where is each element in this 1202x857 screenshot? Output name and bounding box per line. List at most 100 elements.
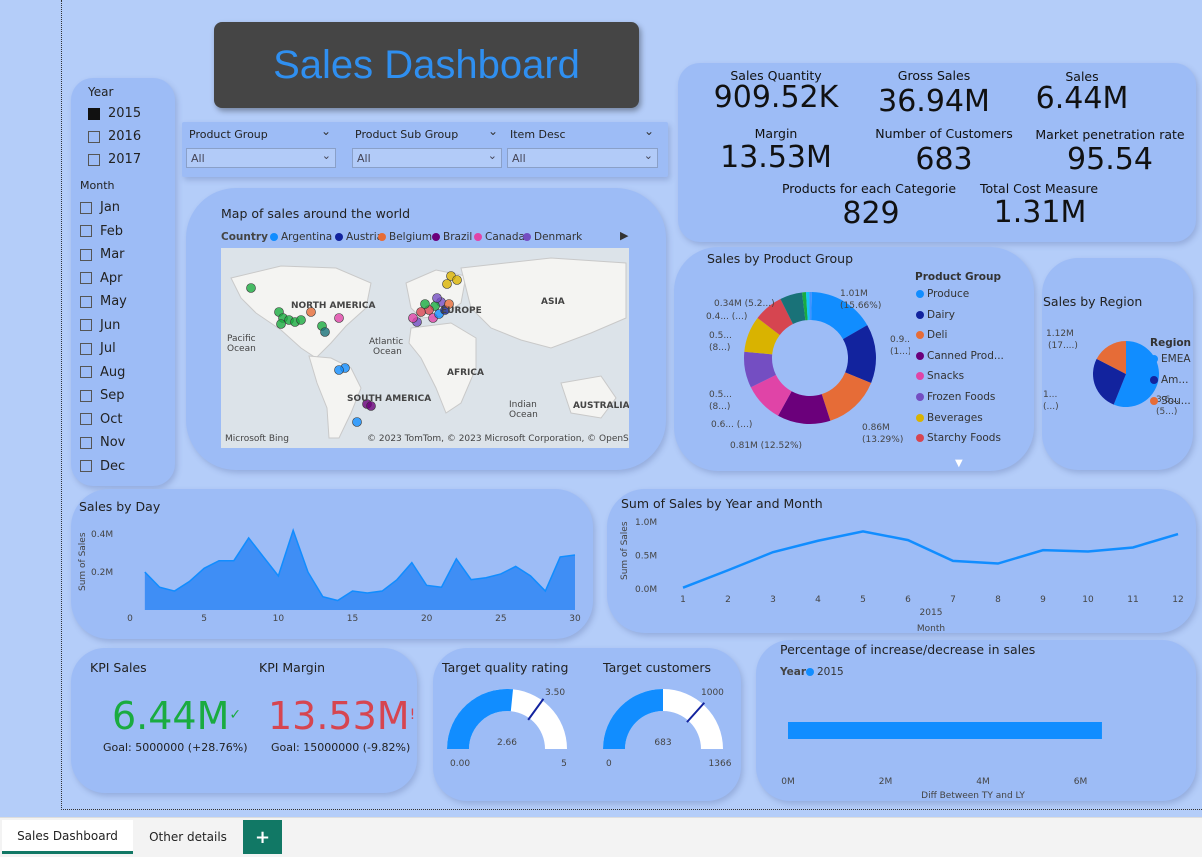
add-page-button[interactable]: + xyxy=(243,820,282,854)
sales-by-month-line[interactable] xyxy=(682,530,1179,589)
map-legend-item[interactable]: Belgium xyxy=(378,231,432,243)
world-map[interactable]: NORTH AMERICA EUROPE ASIA AFRICA SOUTH A… xyxy=(221,248,629,448)
donut-slice[interactable] xyxy=(750,374,792,416)
month-option-jan[interactable]: Jan xyxy=(80,200,120,215)
quality-gauge[interactable]: 2.66 0.00 5 3.50 xyxy=(440,675,590,775)
region-legend-item[interactable]: EMEA xyxy=(1150,353,1191,365)
product-group-donut[interactable]: 1.01M (15.66%) 0.9... (1...) 0.86M (13.29%) 0.… xyxy=(700,280,910,460)
product-group-legend-item[interactable]: Dairy xyxy=(916,309,955,321)
month-option-aug[interactable]: Aug xyxy=(80,365,125,380)
donut-slice[interactable] xyxy=(757,299,793,335)
checkbox[interactable] xyxy=(80,248,92,261)
year-option-2016[interactable]: 2016 xyxy=(88,129,141,144)
legend-next-arrow-icon[interactable]: ▶ xyxy=(620,229,629,242)
donut-slice[interactable] xyxy=(778,391,831,424)
month-option-oct[interactable]: Oct xyxy=(80,412,122,427)
region-legend-item[interactable]: Am... xyxy=(1150,374,1188,386)
month-option-jun[interactable]: Jun xyxy=(80,318,120,333)
donut-slice[interactable] xyxy=(842,325,876,384)
map-bubble[interactable] xyxy=(432,293,442,303)
checkbox[interactable] xyxy=(80,389,92,402)
map-bubble[interactable] xyxy=(246,283,256,293)
map-bubble[interactable] xyxy=(334,313,344,323)
item-desc-select[interactable]: All ⌄ xyxy=(507,148,658,168)
map-bubble[interactable] xyxy=(408,313,418,323)
month-option-jul[interactable]: Jul xyxy=(80,341,116,356)
region-legend-item[interactable]: Sou... xyxy=(1150,395,1191,407)
sales-by-month-chart[interactable]: 1 2 3 4 5 6 7 8 9 10 11 120.0M0.5M1.0M2015MonthSum … xyxy=(607,510,1196,634)
checkbox[interactable] xyxy=(80,201,92,214)
map-bubble[interactable] xyxy=(296,315,306,325)
product-group-legend-item[interactable]: Produce xyxy=(916,288,969,300)
map-bubble[interactable] xyxy=(352,417,362,427)
month-option-may[interactable]: May xyxy=(80,294,127,309)
product-group-legend-item[interactable]: Beverages xyxy=(916,412,983,424)
donut-slice[interactable] xyxy=(744,351,776,388)
chevron-down-icon[interactable]: ⌄ xyxy=(488,124,499,138)
product-group-legend-item[interactable]: Canned Prod... xyxy=(916,350,1004,362)
chevron-down-icon[interactable]: ⌄ xyxy=(644,124,655,138)
sales-by-day-area[interactable] xyxy=(144,530,575,610)
map-legend-item[interactable]: Canada xyxy=(474,231,525,243)
product-group-select[interactable]: All ⌄ xyxy=(186,148,336,168)
pct-change-bar[interactable] xyxy=(788,722,1102,739)
map-bubble[interactable] xyxy=(442,279,452,289)
checkbox[interactable] xyxy=(80,319,92,331)
map-bubble[interactable] xyxy=(306,307,316,317)
month-option-mar[interactable]: Mar xyxy=(80,247,125,262)
checkbox[interactable] xyxy=(80,225,92,237)
product-group-legend-item[interactable]: Snacks xyxy=(916,370,964,382)
product-group-legend-item[interactable]: Frozen Foods xyxy=(916,391,995,403)
checkbox[interactable] xyxy=(80,460,92,472)
map-legend-item[interactable]: Brazil xyxy=(432,231,472,243)
map-bubble[interactable] xyxy=(452,275,462,285)
map-bubble[interactable] xyxy=(444,299,454,309)
map-bubble[interactable] xyxy=(416,307,426,317)
checkbox[interactable] xyxy=(80,436,92,449)
year-option-2017[interactable]: 2017 xyxy=(88,152,141,167)
checkbox[interactable] xyxy=(80,272,92,284)
checkbox[interactable] xyxy=(80,366,92,378)
region-slice[interactable] xyxy=(1113,341,1159,407)
checkbox[interactable] xyxy=(88,130,100,143)
tab-sales-dashboard[interactable]: Sales Dashboard xyxy=(2,820,133,854)
caret-down-icon[interactable]: ▼ xyxy=(955,458,963,469)
donut-slice[interactable] xyxy=(780,292,806,325)
product-group-legend-item[interactable]: Deli xyxy=(916,329,947,341)
year-option-2015[interactable]: 2015 xyxy=(88,106,141,121)
donut-slice[interactable] xyxy=(811,292,868,340)
customers-gauge[interactable]: 683 0 1366 1000 xyxy=(596,675,746,775)
checkbox[interactable] xyxy=(80,342,92,355)
checkbox[interactable] xyxy=(80,295,92,308)
map-legend-item[interactable]: Denmark xyxy=(523,231,582,243)
map-legend-item[interactable]: Austria xyxy=(335,231,383,243)
map-legend-item[interactable]: Argentina xyxy=(270,231,332,243)
map-bubble[interactable] xyxy=(420,299,430,309)
donut-slice[interactable] xyxy=(744,317,780,355)
donut-slice[interactable] xyxy=(801,292,808,321)
month-option-apr[interactable]: Apr xyxy=(80,271,123,286)
donut-slice[interactable] xyxy=(809,292,812,321)
region-slice[interactable] xyxy=(1093,358,1126,405)
checkbox[interactable] xyxy=(88,107,100,120)
map-bubble[interactable] xyxy=(320,327,330,337)
product-sub-group-select[interactable]: All ⌄ xyxy=(352,148,502,168)
pct-change-chart[interactable]: 0M 2M 4M 6M Diff Between TY and LY xyxy=(756,690,1196,802)
month-option-sep[interactable]: Sep xyxy=(80,388,125,403)
month-option-dec[interactable]: Dec xyxy=(80,459,125,474)
month-option-feb[interactable]: Feb xyxy=(80,224,123,239)
checkbox[interactable] xyxy=(80,413,92,425)
donut-slice[interactable] xyxy=(821,372,872,421)
map-bubble[interactable] xyxy=(334,365,344,375)
map-bubble[interactable] xyxy=(276,319,286,329)
checkbox[interactable] xyxy=(88,153,100,166)
donut-slice[interactable] xyxy=(805,292,810,321)
tab-other-details[interactable]: Other details xyxy=(149,830,227,844)
product-group-legend-item[interactable]: Starchy Foods xyxy=(916,432,1001,444)
region-slice[interactable] xyxy=(1096,341,1126,374)
map-bubble[interactable] xyxy=(366,401,376,411)
month-option-nov[interactable]: Nov xyxy=(80,435,125,450)
region-pie[interactable]: 1.12M (17....) 1... (...) 3.6... (5...) xyxy=(1042,322,1192,422)
chevron-down-icon[interactable]: ⌄ xyxy=(321,124,332,138)
